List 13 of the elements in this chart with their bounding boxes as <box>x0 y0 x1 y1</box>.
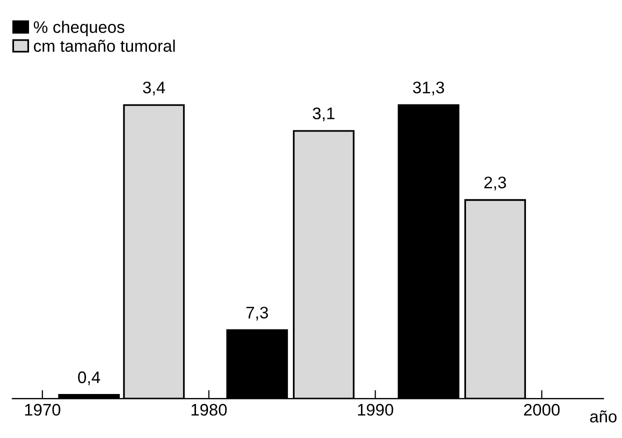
x-tick-label: 1970 <box>25 404 60 416</box>
x-axis-title: año <box>590 410 617 422</box>
legend-label: % chequeos <box>34 20 124 36</box>
x-tick-label: 1980 <box>192 404 227 416</box>
data-label: 7,3 <box>246 306 268 320</box>
x-tick-label: 2000 <box>524 404 560 416</box>
data-label: 31,3 <box>412 82 444 96</box>
legend-label: cm tamaño tumoral <box>34 40 175 52</box>
data-label: 0,4 <box>78 371 100 386</box>
data-label: 3,4 <box>142 82 166 96</box>
data-label: 2,3 <box>484 176 506 190</box>
x-tick-label: 1990 <box>358 404 394 416</box>
data-label: 3,1 <box>312 108 334 122</box>
